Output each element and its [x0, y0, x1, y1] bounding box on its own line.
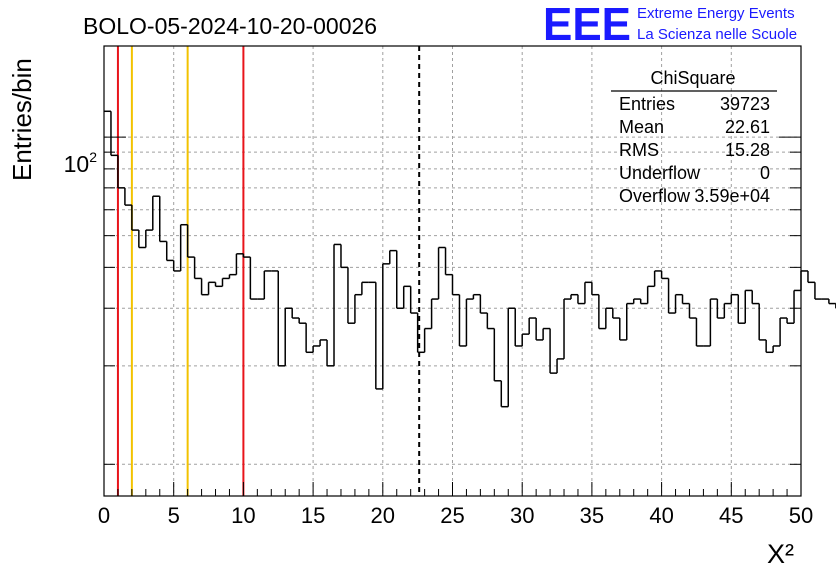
histogram	[104, 110, 836, 408]
x-tick-label: 25	[440, 503, 464, 528]
stats-label: Mean	[619, 117, 664, 137]
stats-label: Entries	[619, 94, 675, 114]
logo-line-1: Extreme Energy Events	[637, 5, 795, 22]
logo-line-2: La Scienza nelle Scuole	[637, 26, 797, 43]
run-title: BOLO-05-2024-10-20-00026	[83, 13, 377, 39]
x-tick-labels: 0 5 10 15 20 25 30 35 40 45 50	[98, 503, 813, 528]
stats-value: 39723	[720, 94, 770, 114]
axis-ticks	[103, 136, 802, 496]
stats-value: 22.61	[725, 117, 770, 137]
stats-title: ChiSquare	[650, 68, 735, 88]
grid	[104, 46, 801, 496]
x-axis-title: X²	[767, 539, 794, 569]
stats-label: Overflow	[619, 186, 691, 206]
eee-logo: EEE	[543, 0, 631, 50]
x-tick-label: 45	[719, 503, 743, 528]
x-tick-label: 0	[98, 503, 110, 528]
x-tick-label: 35	[580, 503, 604, 528]
x-tick-label: 30	[510, 503, 534, 528]
stats-value: 0	[760, 163, 770, 183]
x-tick-label: 50	[789, 503, 813, 528]
x-tick-label: 15	[301, 503, 325, 528]
stats-box: ChiSquare Entries 39723 Mean 22.61 RMS 15.28 U…	[611, 68, 777, 206]
x-tick-label: 20	[371, 503, 395, 528]
x-tick-label: 5	[168, 503, 180, 528]
y-tick-label: 102	[64, 149, 98, 177]
stats-value: 3.59e+04	[694, 186, 770, 206]
stats-label: RMS	[619, 140, 659, 160]
stats-label: Underflow	[619, 163, 701, 183]
x-tick-label: 40	[649, 503, 673, 528]
x-tick-label: 10	[231, 503, 255, 528]
y-axis-title: Entries/bin	[7, 58, 37, 181]
stats-value: 15.28	[725, 140, 770, 160]
marker-lines	[116, 46, 421, 496]
